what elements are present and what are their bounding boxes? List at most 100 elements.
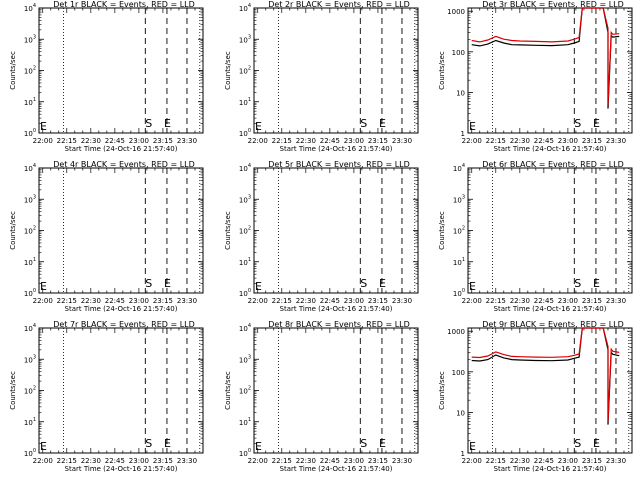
x-tick-label: 23:00 <box>344 457 364 465</box>
x-tick-label: 23:15 <box>153 297 173 305</box>
series-line <box>471 327 620 425</box>
y-tick-label: 101 <box>24 97 36 107</box>
panel-title: Det 3r BLACK = Events, RED = LLD <box>482 0 624 9</box>
x-tick-label: 22:45 <box>105 297 125 305</box>
x-tick-label: 22:45 <box>320 457 340 465</box>
y-tick-label: 1000 <box>447 328 465 336</box>
marker-label-s: S <box>145 437 152 450</box>
marker-label-s: S <box>574 437 581 450</box>
x-tick-label: 23:15 <box>368 137 388 145</box>
y-tick-label: 100 <box>24 448 36 458</box>
marker-label-s: S <box>574 117 581 130</box>
x-tick-label: 22:15 <box>57 457 77 465</box>
y-tick-label: 102 <box>239 226 251 236</box>
marker-label-e: E <box>593 277 600 290</box>
x-tick-label: 23:15 <box>582 137 602 145</box>
x-tick-label: 23:30 <box>392 137 412 145</box>
y-tick-label: 100 <box>239 288 251 298</box>
y-tick-label: 101 <box>24 417 36 427</box>
marker-label-e-left: E <box>469 280 476 293</box>
x-axis-label: Start Time (24-Oct-16 21:57:40) <box>65 145 178 153</box>
marker-label-e: E <box>164 437 171 450</box>
panel-det-4: Det 4r BLACK = Events, RED = LLD 100 101 10… <box>9 160 204 313</box>
y-tick-label: 102 <box>24 66 36 76</box>
y-axis-label: Counts/sec <box>438 51 446 90</box>
x-tick-label: 22:00 <box>248 457 268 465</box>
x-tick-label: 23:30 <box>606 137 626 145</box>
x-tick-label: 23:30 <box>177 137 197 145</box>
y-tick-label: 100 <box>24 288 36 298</box>
marker-label-e-left: E <box>469 120 476 133</box>
x-tick-label: 23:30 <box>392 457 412 465</box>
y-tick-label: 104 <box>239 3 251 13</box>
x-axis-label: Start Time (24-Oct-16 21:57:40) <box>65 465 178 473</box>
y-tick-label: 102 <box>24 226 36 236</box>
y-axis-label: Counts/sec <box>224 371 232 410</box>
x-tick-label: 22:30 <box>296 137 316 145</box>
panel-det-9: Det 9r BLACK = Events, RED = LLD 1 10 100 10… <box>438 320 633 473</box>
x-tick-label: 22:45 <box>320 137 340 145</box>
x-tick-label: 23:15 <box>368 297 388 305</box>
panel-title: Det 8r BLACK = Events, RED = LLD <box>268 320 410 329</box>
x-tick-label: 23:15 <box>153 137 173 145</box>
marker-label-e: E <box>379 437 386 450</box>
x-tick-label: 22:15 <box>272 457 292 465</box>
panel-title: Det 7r BLACK = Events, RED = LLD <box>53 320 195 329</box>
y-tick-label: 100 <box>239 128 251 138</box>
x-tick-label: 22:00 <box>33 297 53 305</box>
y-tick-label: 103 <box>24 34 36 44</box>
x-axis-label: Start Time (24-Oct-16 21:57:40) <box>280 145 393 153</box>
y-axis-label: Counts/sec <box>224 51 232 90</box>
x-tick-label: 22:00 <box>248 297 268 305</box>
x-tick-label: 22:30 <box>510 297 530 305</box>
x-tick-label: 22:30 <box>510 137 530 145</box>
x-tick-label: 22:00 <box>33 457 53 465</box>
plot-frame <box>467 327 633 454</box>
y-tick-label: 103 <box>24 354 36 364</box>
panel-title: Det 2r BLACK = Events, RED = LLD <box>268 0 410 9</box>
y-axis-label: Counts/sec <box>9 51 17 90</box>
x-tick-label: 22:30 <box>296 297 316 305</box>
x-tick-label: 23:00 <box>129 457 149 465</box>
marker-label-e: E <box>379 277 386 290</box>
x-tick-label: 22:45 <box>105 457 125 465</box>
marker-label-e-left: E <box>40 280 47 293</box>
x-tick-label: 22:00 <box>248 137 268 145</box>
marker-label-e-left: E <box>255 120 262 133</box>
marker-label-e-left: E <box>40 440 47 453</box>
panel-title: Det 4r BLACK = Events, RED = LLD <box>53 160 195 169</box>
y-tick-label: 100 <box>452 369 465 377</box>
y-tick-label: 102 <box>239 386 251 396</box>
panel-det-5: Det 5r BLACK = Events, RED = LLD 100 101 10… <box>224 160 419 313</box>
y-axis-label: Counts/sec <box>224 211 232 250</box>
y-tick-label: 104 <box>239 163 251 173</box>
y-tick-label: 10 <box>456 89 465 97</box>
y-tick-label: 103 <box>239 34 251 44</box>
marker-label-s: S <box>145 277 152 290</box>
x-tick-label: 23:00 <box>344 297 364 305</box>
panel-det-7: Det 7r BLACK = Events, RED = LLD 100 101 10… <box>9 320 204 473</box>
y-tick-label: 100 <box>24 128 36 138</box>
x-tick-label: 22:30 <box>81 297 101 305</box>
marker-label-s: S <box>360 437 367 450</box>
y-axis-label: Counts/sec <box>438 211 446 250</box>
x-tick-label: 22:30 <box>81 137 101 145</box>
x-tick-label: 23:15 <box>153 457 173 465</box>
x-tick-label: 23:00 <box>558 457 578 465</box>
y-tick-label: 102 <box>239 66 251 76</box>
x-tick-label: 23:00 <box>558 297 578 305</box>
panel-det-6: Det 6r BLACK = Events, RED = LLD 100 101 10… <box>438 160 633 313</box>
x-tick-label: 23:00 <box>344 137 364 145</box>
x-axis-label: Start Time (24-Oct-16 21:57:40) <box>494 465 607 473</box>
marker-label-s: S <box>574 277 581 290</box>
marker-label-e-left: E <box>40 120 47 133</box>
x-tick-label: 23:15 <box>368 457 388 465</box>
y-tick-label: 104 <box>24 163 36 173</box>
marker-label-e-left: E <box>255 280 262 293</box>
y-tick-label: 101 <box>239 97 251 107</box>
y-tick-label: 101 <box>239 257 251 267</box>
marker-label-e: E <box>593 117 600 130</box>
x-tick-label: 22:15 <box>486 137 506 145</box>
series-line <box>471 7 620 105</box>
